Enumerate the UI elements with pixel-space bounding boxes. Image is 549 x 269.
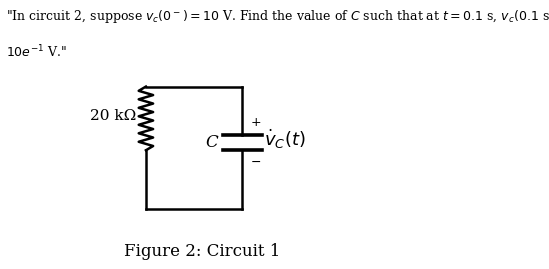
Text: Figure 2: Circuit 1: Figure 2: Circuit 1 <box>124 243 281 260</box>
Text: +: + <box>251 116 262 129</box>
Text: −: − <box>251 156 261 169</box>
Text: "In circuit 2, suppose $v_c(0^-)= 10$ V. Find the value of $C$ such that at $t =: "In circuit 2, suppose $v_c(0^-)= 10$ V.… <box>6 8 549 25</box>
Text: $\dot{v}_C(t)$: $\dot{v}_C(t)$ <box>264 128 306 151</box>
Text: $10e^{-1}$ V.": $10e^{-1}$ V." <box>6 44 67 61</box>
Text: 20 kΩ: 20 kΩ <box>89 109 136 123</box>
Text: C: C <box>206 134 219 151</box>
